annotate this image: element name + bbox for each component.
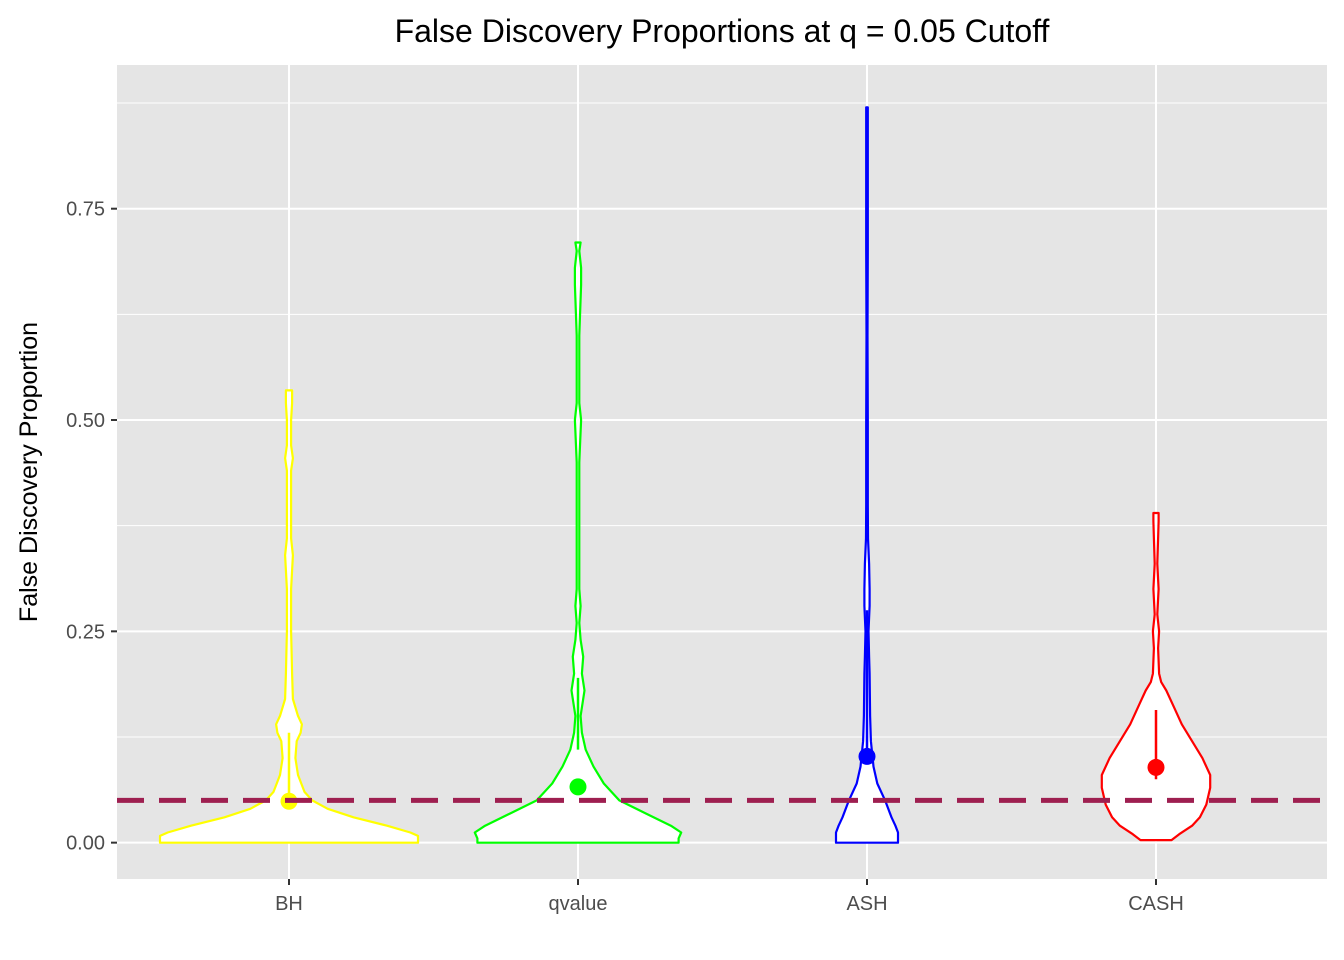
x-axis: BH qvalue ASH CASH [275,879,1184,915]
y-tick-label: 0.75 [66,199,105,221]
y-axis: 0.00 0.25 0.50 0.75 [66,199,117,855]
x-tick-label: BH [275,893,303,915]
chart-title: False Discovery Proportions at q = 0.05 … [395,13,1050,49]
y-tick-label: 0.25 [66,621,105,643]
violin-qvalue [473,241,683,844]
x-tick-label: qvalue [549,893,608,915]
mean-point-qvalue [569,778,587,796]
mean-point-cash [1147,758,1165,776]
y-tick-label: 0.50 [66,410,105,432]
violin-bh [158,389,420,844]
x-tick-label: CASH [1128,893,1184,915]
violin-cash [1100,511,1212,842]
y-axis-title: False Discovery Proportion [15,322,43,622]
violin-layer [158,106,1212,844]
x-tick-label: ASH [846,893,887,915]
y-tick-label: 0.00 [66,833,105,855]
mean-point-ash [858,747,876,765]
